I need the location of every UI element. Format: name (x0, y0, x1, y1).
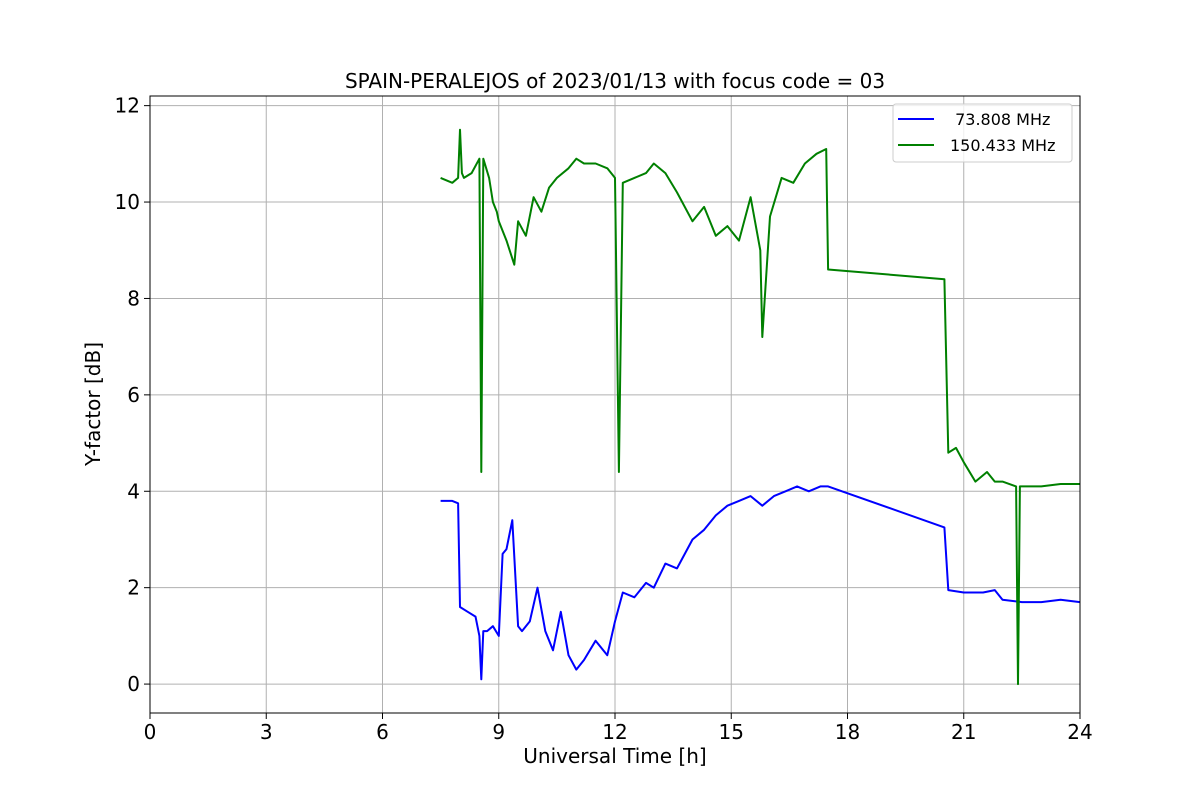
x-tick-label: 6 (376, 720, 389, 744)
series-line-1 (440, 128, 1080, 686)
y-tick-label: 0 (127, 672, 140, 696)
chart-title: SPAIN-PERALEJOS of 2023/01/13 with focus… (345, 69, 885, 93)
legend-label-73-808: 73.808 MHz (950, 110, 1050, 129)
y-tick-label: 6 (127, 383, 140, 407)
y-tick-label: 4 (127, 479, 140, 503)
y-tick-label: 12 (115, 94, 140, 118)
series-lines (440, 128, 1081, 686)
x-tick-label: 12 (602, 720, 627, 744)
x-tick-label: 15 (719, 720, 744, 744)
series-line-0 (440, 485, 1081, 681)
legend-label-150-433: 150.433 MHz (950, 136, 1055, 155)
y-axis-label: Y-factor [dB] (81, 342, 105, 467)
legend-box (892, 103, 1073, 163)
y-tick-label: 2 (127, 576, 140, 600)
x-axis-label: Universal Time [h] (523, 744, 706, 768)
y-tick-label: 10 (115, 190, 140, 214)
x-tick-label: 9 (492, 720, 505, 744)
y-tick-label: 8 (127, 286, 140, 310)
x-tick-label: 18 (835, 720, 860, 744)
x-tick-label: 3 (260, 720, 273, 744)
x-tick-label: 24 (1067, 720, 1092, 744)
legend: 73.808 MHz 150.433 MHz (892, 103, 1073, 163)
x-tick-label: 0 (144, 720, 157, 744)
x-tick-label: 21 (951, 720, 976, 744)
